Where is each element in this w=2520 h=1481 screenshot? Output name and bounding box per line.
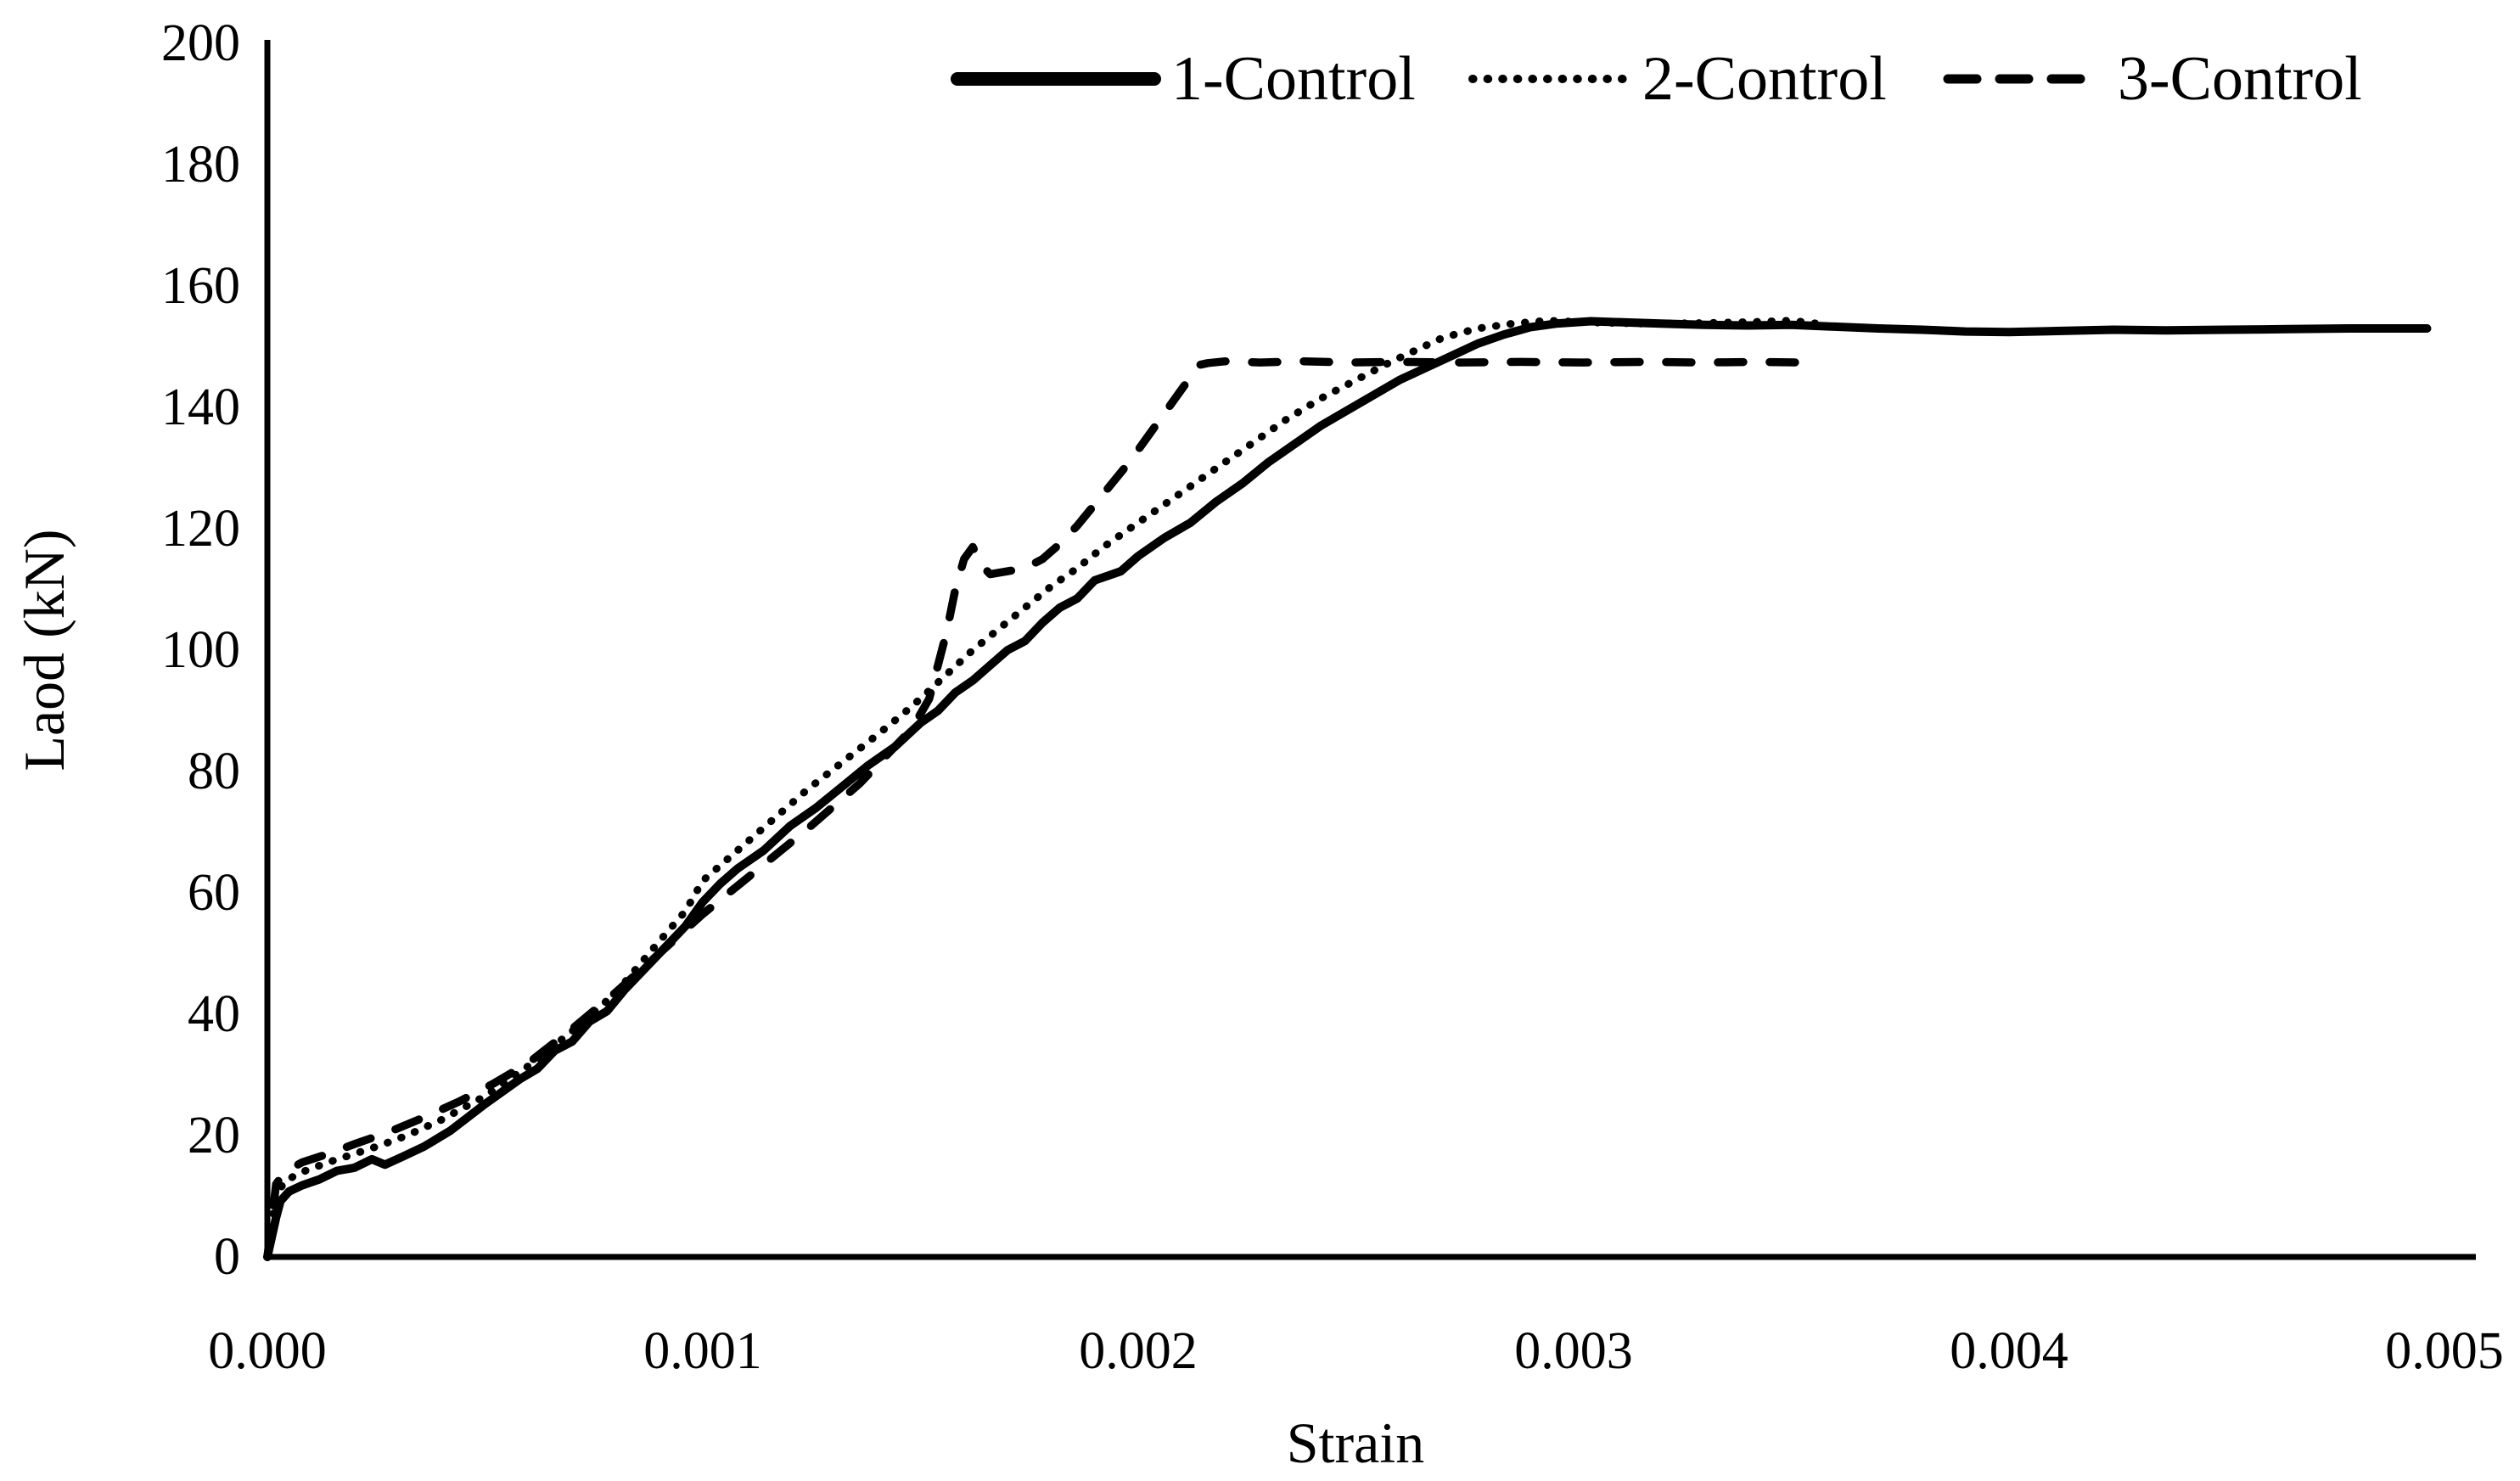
x-axis-tick-label: 0.004: [1950, 1322, 2068, 1380]
series-line-2-control: [263, 317, 1821, 1261]
y-axis-tick-label: 0: [214, 1228, 240, 1286]
y-axis-tick-label: 180: [161, 136, 240, 194]
y-axis-tick-label: 200: [161, 14, 240, 72]
y-axis-tick-label: 120: [161, 500, 240, 558]
y-axis-tick-label: 60: [188, 864, 240, 922]
x-axis-tick-label: 0.003: [1514, 1322, 1633, 1380]
legend-label: 2-Control: [1642, 44, 1887, 114]
legend-item-2-control: 2-Control: [1468, 44, 1887, 114]
series-line-3-control: [263, 356, 1809, 1261]
x-axis-tick-label: 0.001: [643, 1322, 762, 1380]
legend-item-3-control: 3-Control: [1943, 44, 2362, 114]
y-axis-tick-label: 100: [161, 621, 240, 679]
legend-label: 3-Control: [2118, 44, 2362, 114]
x-axis-title: Strain: [1287, 1411, 1424, 1475]
y-axis-tick-label: 20: [188, 1107, 240, 1164]
series-line-1-control: [263, 317, 2432, 1261]
y-axis-title: Laod (kN): [12, 529, 76, 771]
legend-item-1-control: 1-Control: [951, 44, 1416, 114]
legend-label: 1-Control: [1171, 44, 1416, 114]
x-axis-tick-label: 0.002: [1079, 1322, 1198, 1380]
y-axis-tick-label: 160: [161, 257, 240, 315]
x-axis-tick-label: 0.000: [208, 1322, 327, 1380]
x-axis-tick-label: 0.005: [2385, 1322, 2504, 1380]
y-axis-tick-label: 40: [188, 985, 240, 1043]
y-axis-tick-label: 140: [161, 379, 240, 436]
y-axis-tick-label: 80: [188, 743, 240, 800]
